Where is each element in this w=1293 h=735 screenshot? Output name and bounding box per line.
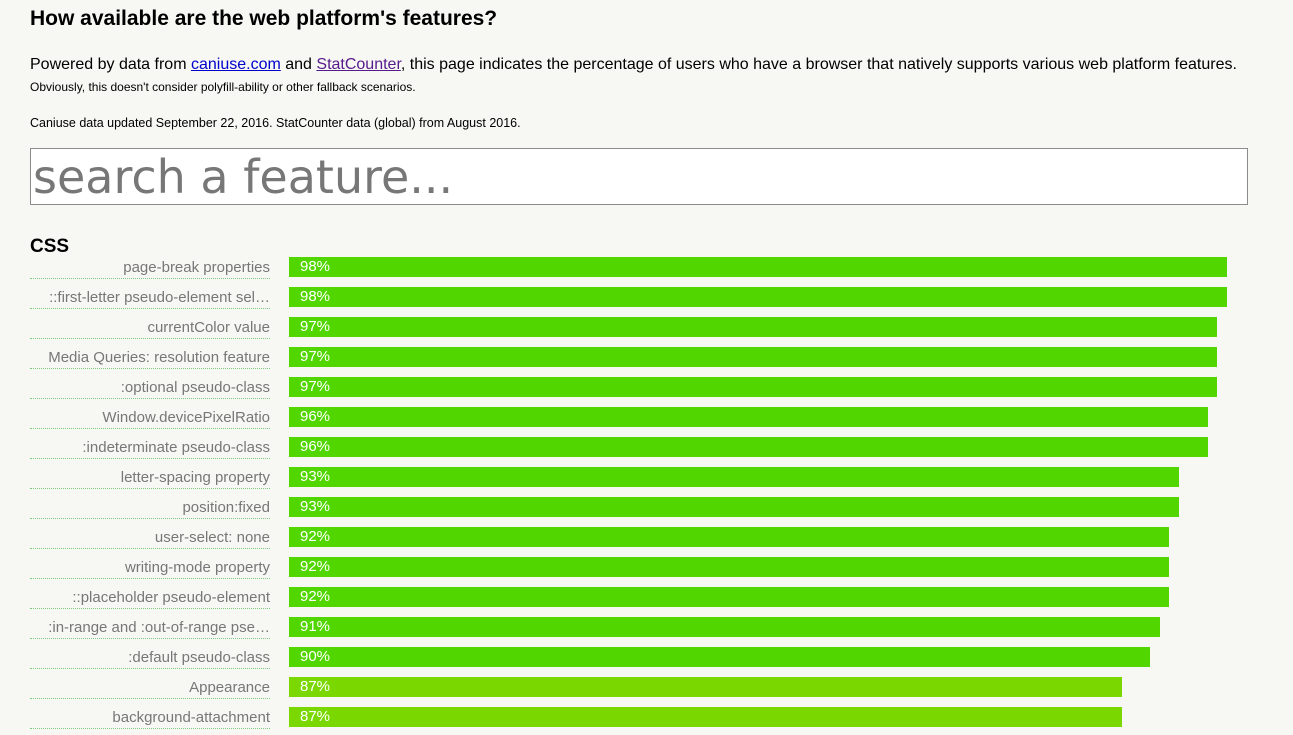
feature-label[interactable]: position:fixed <box>30 497 270 519</box>
feature-label[interactable]: ::first-letter pseudo-element sel… <box>30 287 270 309</box>
feature-label[interactable]: Window.devicePixelRatio <box>30 407 270 429</box>
feature-row[interactable]: ::first-letter pseudo-element sel… 98% <box>0 284 1293 314</box>
feature-support-bar: 92% <box>289 557 1169 577</box>
feature-support-bar: 93% <box>289 497 1179 517</box>
feature-row[interactable]: ::placeholder pseudo-element 92% <box>0 584 1293 614</box>
feature-label[interactable]: background-attachment <box>30 707 270 729</box>
feature-support-bar: 93% <box>289 467 1179 487</box>
caniuse-link[interactable]: caniuse.com <box>190 56 281 73</box>
feature-support-bar: 91% <box>289 617 1160 637</box>
intro-prefix: Powered by data from <box>30 56 191 73</box>
feature-label[interactable]: page-break properties <box>30 257 270 279</box>
feature-label[interactable]: :default pseudo-class <box>30 647 270 669</box>
feature-row[interactable]: Media Queries: resolution feature 97% <box>0 344 1293 374</box>
intro-suffix: , this page indicates the percentage of … <box>400 56 1237 73</box>
search-input[interactable] <box>30 148 1248 205</box>
feature-support-bar: 96% <box>289 407 1208 427</box>
feature-support-bar: 87% <box>289 677 1122 697</box>
feature-support-bar: 92% <box>289 527 1169 547</box>
feature-row[interactable]: :default pseudo-class 90% <box>0 644 1293 674</box>
feature-support-bar: 96% <box>289 437 1208 457</box>
feature-row[interactable]: writing-mode property 92% <box>0 554 1293 584</box>
section-title-css: CSS <box>30 236 70 257</box>
feature-label[interactable]: letter-spacing property <box>30 467 270 489</box>
feature-support-bar: 97% <box>289 317 1217 337</box>
intro-text: Powered by data from caniuse.com and Sta… <box>30 56 1237 74</box>
feature-row[interactable]: Window.devicePixelRatio 96% <box>0 404 1293 434</box>
feature-label[interactable]: :optional pseudo-class <box>30 377 270 399</box>
feature-label[interactable]: :indeterminate pseudo-class <box>30 437 270 459</box>
feature-row[interactable]: :optional pseudo-class 97% <box>0 374 1293 404</box>
feature-support-bar: 90% <box>289 647 1150 667</box>
feature-row[interactable]: letter-spacing property 93% <box>0 464 1293 494</box>
feature-label[interactable]: currentColor value <box>30 317 270 339</box>
feature-support-bar: 92% <box>289 587 1169 607</box>
feature-row[interactable]: position:fixed 93% <box>0 494 1293 524</box>
feature-row[interactable]: :in-range and :out-of-range pse… 91% <box>0 614 1293 644</box>
feature-row[interactable]: :indeterminate pseudo-class 96% <box>0 434 1293 464</box>
data-updated-text: Caniuse data updated September 22, 2016.… <box>30 116 521 130</box>
feature-label[interactable]: Appearance <box>30 677 270 699</box>
feature-label[interactable]: Media Queries: resolution feature <box>30 347 270 369</box>
feature-label[interactable]: ::placeholder pseudo-element <box>30 587 270 609</box>
feature-row[interactable]: page-break properties 98% <box>0 254 1293 284</box>
feature-label[interactable]: writing-mode property <box>30 557 270 579</box>
feature-row[interactable]: user-select: none 92% <box>0 524 1293 554</box>
feature-row[interactable]: currentColor value 97% <box>0 314 1293 344</box>
feature-row[interactable]: Appearance 87% <box>0 674 1293 704</box>
intro-middle: and <box>280 56 317 73</box>
feature-support-bar: 97% <box>289 347 1217 367</box>
fallback-note: Obviously, this doesn't consider polyfil… <box>30 80 416 94</box>
feature-label[interactable]: :in-range and :out-of-range pse… <box>30 617 270 639</box>
feature-support-bar: 98% <box>289 257 1227 277</box>
feature-support-bar: 98% <box>289 287 1227 307</box>
feature-support-bar: 97% <box>289 377 1217 397</box>
statcounter-link[interactable]: StatCounter <box>316 56 401 73</box>
page-title: How available are the web platform's fea… <box>30 7 498 30</box>
feature-row[interactable]: background-attachment 87% <box>0 704 1293 734</box>
feature-support-bar: 87% <box>289 707 1122 727</box>
feature-label[interactable]: user-select: none <box>30 527 270 549</box>
